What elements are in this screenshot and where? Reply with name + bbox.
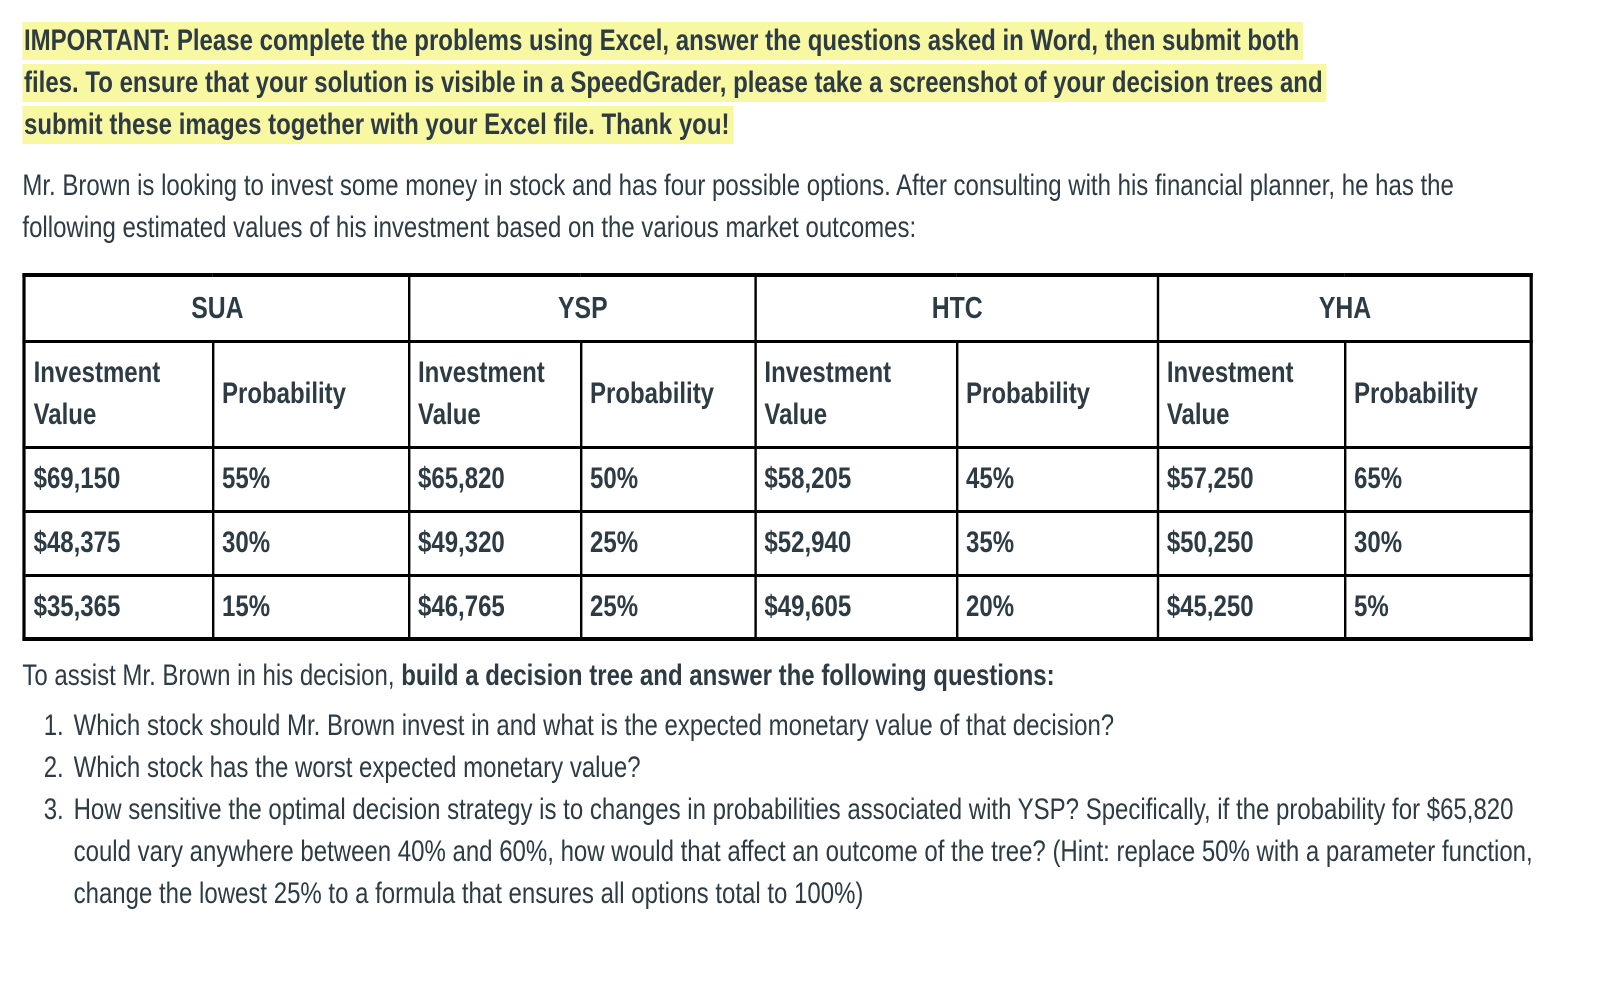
stock-group-header-sua: SUA	[22, 273, 411, 343]
important-note-line-3: submit these images together with your E…	[22, 104, 1564, 146]
task-instruction-normal: To assist Mr. Brown in his decision,	[22, 659, 402, 692]
col-header-investment-value: Investment Value	[1156, 339, 1347, 449]
stocks-table: SUA YSP HTC YHA Investment Value Probabi…	[22, 273, 1533, 641]
investment-value-cell: $57,250	[1156, 445, 1347, 513]
col-header-probability: Probability	[579, 339, 757, 449]
question-item-2: Which stock has the worst expected monet…	[70, 747, 1532, 789]
table-row: $69,150 55% $65,820 50% $58,205 45% $57,…	[22, 445, 1533, 513]
probability-cell: 25%	[579, 573, 757, 641]
important-note-line-1: IMPORTANT: Please complete the problems …	[22, 20, 1564, 62]
probability-cell: 50%	[579, 445, 757, 513]
questions-list: Which stock should Mr. Brown invest in a…	[22, 705, 1533, 915]
col-header-probability: Probability	[211, 339, 411, 449]
table-row: $48,375 30% $49,320 25% $52,940 35% $50,…	[22, 509, 1533, 577]
stock-group-header-row: SUA YSP HTC YHA	[22, 273, 1533, 343]
task-instruction-bold: build a decision tree and answer the fol…	[401, 659, 1055, 692]
important-note: IMPORTANT: Please complete the problems …	[22, 20, 1564, 146]
stock-group-header-yha: YHA	[1156, 273, 1533, 343]
important-note-line-2: files. To ensure that your solution is v…	[22, 62, 1564, 104]
highlighted-text: IMPORTANT: Please complete the problems …	[22, 22, 1304, 60]
probability-cell: 15%	[211, 573, 411, 641]
probability-cell: 25%	[579, 509, 757, 577]
probability-cell: 65%	[1343, 445, 1533, 513]
probability-cell: 30%	[1343, 509, 1533, 577]
col-header-probability: Probability	[1343, 339, 1533, 449]
investment-value-cell: $46,765	[407, 573, 583, 641]
investment-value-cell: $48,375	[22, 509, 215, 577]
probability-cell: 30%	[211, 509, 411, 577]
investment-value-cell: $69,150	[22, 445, 215, 513]
col-header-probability: Probability	[955, 339, 1159, 449]
question-item-1: Which stock should Mr. Brown invest in a…	[70, 705, 1532, 747]
col-header-investment-value: Investment Value	[754, 339, 959, 449]
task-instruction: To assist Mr. Brown in his decision, bui…	[22, 655, 1490, 697]
column-header-row: Investment Value Probability Investment …	[22, 339, 1533, 449]
investment-value-cell: $65,820	[407, 445, 583, 513]
stock-group-header-ysp: YSP	[407, 273, 757, 343]
stock-group-header-htc: HTC	[754, 273, 1159, 343]
question-item-3: How sensitive the optimal decision strat…	[70, 789, 1533, 915]
investment-value-cell: $45,250	[1156, 573, 1347, 641]
highlighted-text: submit these images together with your E…	[22, 106, 734, 144]
probability-cell: 55%	[211, 445, 411, 513]
investment-value-cell: $52,940	[754, 509, 959, 577]
investment-value-cell: $49,320	[407, 509, 583, 577]
assignment-content: IMPORTANT: Please complete the problems …	[0, 0, 1564, 915]
investment-value-cell: $58,205	[754, 445, 959, 513]
col-header-investment-value: Investment Value	[407, 339, 583, 449]
probability-cell: 20%	[955, 573, 1159, 641]
investment-value-cell: $49,605	[754, 573, 959, 641]
table-row: $35,365 15% $46,765 25% $49,605 20% $45,…	[22, 573, 1533, 641]
highlighted-text: files. To ensure that your solution is v…	[22, 64, 1327, 102]
probability-cell: 35%	[955, 509, 1159, 577]
investment-value-cell: $35,365	[22, 573, 215, 641]
probability-cell: 45%	[955, 445, 1159, 513]
col-header-investment-value: Investment Value	[22, 339, 215, 449]
intro-paragraph: Mr. Brown is looking to invest some mone…	[22, 169, 1454, 244]
probability-cell: 5%	[1343, 573, 1533, 641]
investment-value-cell: $50,250	[1156, 509, 1347, 577]
